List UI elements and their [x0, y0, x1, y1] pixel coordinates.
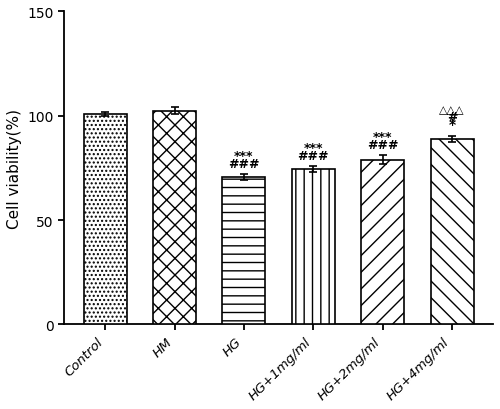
- Bar: [361, 160, 404, 325]
- Text: *: *: [448, 118, 456, 132]
- Bar: [430, 139, 474, 325]
- Text: ***: ***: [373, 130, 392, 144]
- Text: ###: ###: [228, 157, 260, 171]
- Bar: [153, 111, 196, 325]
- Text: #: #: [447, 111, 458, 124]
- Bar: [222, 178, 266, 325]
- Bar: [84, 115, 127, 325]
- Text: △△△: △△△: [440, 106, 465, 115]
- Text: ***: ***: [304, 142, 323, 155]
- Text: ###: ###: [367, 139, 398, 152]
- Bar: [292, 170, 335, 325]
- Text: ###: ###: [298, 150, 329, 163]
- Y-axis label: Cell viability(%): Cell viability(%): [7, 109, 22, 228]
- Text: ***: ***: [234, 149, 254, 162]
